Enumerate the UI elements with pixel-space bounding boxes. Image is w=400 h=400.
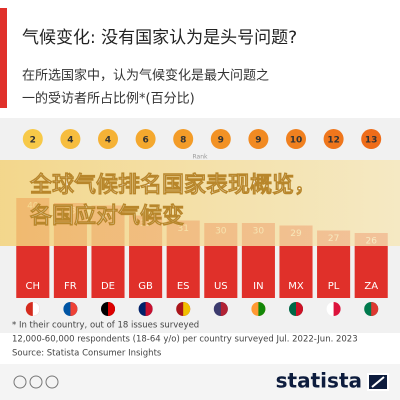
subtitle: 一的受访者所占比例*(百分比): [22, 91, 195, 107]
rank-value: 4: [67, 136, 73, 146]
rank-value: 2: [30, 136, 36, 146]
x-tick-label: ES: [177, 281, 190, 292]
rank-badge: [323, 129, 344, 149]
rank-label: Rank: [193, 154, 209, 161]
rank-badge: [210, 129, 231, 149]
rank-value: 8: [180, 136, 186, 146]
flag: [258, 302, 266, 316]
rank-value: 4: [105, 136, 111, 146]
footer: [0, 364, 400, 400]
brand: statista: [276, 369, 362, 393]
x-tick-label: MX: [288, 281, 304, 292]
flag: [32, 302, 40, 316]
flag: [145, 302, 153, 316]
flag: [371, 302, 379, 316]
overlay-text: 各国应对气候变: [29, 203, 184, 229]
accent-bar: [0, 8, 7, 108]
x-tick-label: US: [214, 281, 228, 292]
x-tick-label: ZA: [364, 281, 378, 292]
rank-value: 10: [290, 136, 303, 146]
rank-badge: [173, 129, 194, 149]
cc-icon: [13, 375, 27, 389]
brand-logo: [367, 373, 389, 391]
flag: [108, 302, 115, 316]
rank-badge: [60, 129, 81, 149]
rank-value: 12: [327, 136, 340, 146]
flag: [70, 302, 78, 316]
rank-value: 13: [365, 136, 378, 146]
rank-badge: [22, 129, 43, 149]
x-tick-label: DE: [101, 281, 115, 292]
rank-badge: [361, 129, 382, 149]
rank-value: 9: [255, 136, 261, 146]
x-tick-label: FR: [64, 281, 77, 292]
rank-value: 9: [218, 136, 224, 146]
flag: [220, 302, 228, 316]
subtitle: 在所选国家中，认为气候变化是最大问题之: [22, 68, 269, 84]
rank-badge: [248, 129, 269, 149]
cc-icon: [45, 375, 59, 389]
rank-value: 6: [142, 136, 148, 146]
x-tick-label: GB: [138, 281, 153, 292]
flags: [25, 302, 379, 316]
note: * In their country, out of 18 issues sur…: [12, 321, 199, 331]
overlay-band: [0, 160, 400, 246]
rank-badge: [286, 129, 306, 149]
x-tick-label: PL: [328, 281, 340, 292]
flag: [333, 302, 341, 316]
note: Source: Statista Consumer Insights: [12, 349, 162, 359]
x-tick-label: CH: [26, 281, 41, 292]
flag: [183, 302, 191, 316]
rank-badge: [135, 129, 156, 149]
x-tick-label: IN: [253, 281, 263, 292]
note: 12,000-60,000 respondents (18-64 y/o) pe…: [12, 335, 358, 345]
flag: [296, 302, 303, 316]
rank-badge: [98, 129, 118, 149]
overlay-text: 全球气候排名国家表现概览，: [29, 172, 316, 198]
cc-icon: [29, 375, 43, 389]
chart-title: 气候变化: 没有国家认为是头号问题?: [22, 28, 297, 48]
